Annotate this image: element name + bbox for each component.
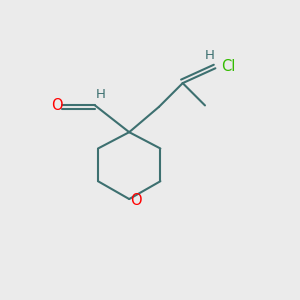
Text: H: H (95, 88, 105, 100)
Text: O: O (51, 98, 63, 113)
Text: O: O (130, 193, 142, 208)
Text: H: H (205, 49, 215, 62)
Text: Cl: Cl (222, 59, 236, 74)
